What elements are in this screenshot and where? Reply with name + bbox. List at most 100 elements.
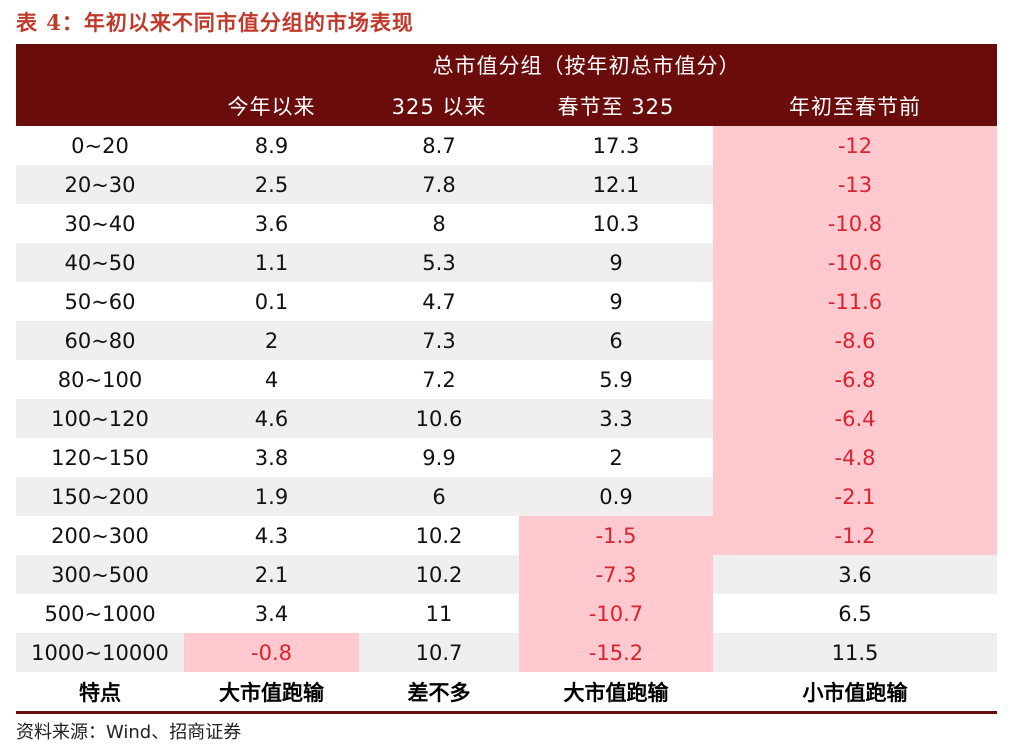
cell-group: 200~300 — [51, 523, 149, 548]
cell-spring-to-325: 2 — [609, 445, 623, 470]
cell-spring-to-325: 6 — [609, 328, 623, 353]
cell-ytd-to-spring: -12 — [713, 126, 997, 165]
cell-group: 300~500 — [51, 562, 149, 587]
table-body: 0~20 8.9 8.7 17.3 -12 20~30 2.5 7.8 12.1 -13 30~40… — [16, 126, 997, 672]
cell-ytd: 4 — [264, 367, 279, 392]
cell-ytd: 8.9 — [254, 133, 289, 158]
cell-group: 100~120 — [51, 406, 149, 431]
cell-since-325: 10.6 — [415, 406, 463, 431]
cell-since-325: 7.8 — [422, 172, 456, 197]
column-headers: 今年以来 325 以来 春节至 325 年初至春节前 — [16, 86, 997, 126]
cell-group: 0~20 — [71, 133, 129, 158]
cell-group: 150~200 — [51, 484, 149, 509]
cell-ytd: 0.1 — [254, 289, 289, 314]
cell-spring-to-325: -1.5 — [519, 516, 713, 555]
table-row: 120~150 3.8 9.9 2 -4.8 — [16, 438, 997, 477]
table-footer: 特点 大市值跑输 差不多 大市值跑输 小市值跑输 — [16, 672, 997, 714]
footer-ytd-to-spring: 小市值跑输 — [802, 680, 908, 705]
cell-since-325: 11 — [425, 601, 453, 626]
column-header-group — [16, 86, 184, 126]
cell-ytd-to-spring: -8.6 — [713, 321, 997, 360]
cell-group: 500~1000 — [44, 601, 156, 626]
cell-ytd-to-spring: -11.6 — [713, 282, 997, 321]
table-row: 300~500 2.1 10.2 -7.3 3.6 — [16, 555, 997, 594]
cell-ytd: 2.1 — [254, 562, 289, 587]
cell-ytd: 3.8 — [254, 445, 289, 470]
cell-since-325: 10.2 — [415, 562, 463, 587]
cell-ytd-to-spring: -1.2 — [713, 516, 997, 555]
cell-ytd-to-spring: -2.1 — [713, 477, 997, 516]
footer-spring-to-325: 大市值跑输 — [563, 680, 669, 705]
column-header-ytd: 今年以来 — [227, 95, 316, 119]
cell-group: 60~80 — [64, 328, 136, 353]
cell-since-325: 7.3 — [422, 328, 456, 353]
cell-ytd-to-spring: -10.8 — [713, 204, 997, 243]
cell-since-325: 9.9 — [422, 445, 456, 470]
cell-since-325: 8.7 — [422, 133, 456, 158]
source-note: 资料来源：Wind、招商证券 — [16, 722, 242, 743]
table-row: 40~50 1.1 5.3 9 -10.6 — [16, 243, 997, 282]
cell-ytd-to-spring: 6.5 — [838, 601, 872, 626]
cell-since-325: 6 — [432, 484, 446, 509]
cell-group: 120~150 — [51, 445, 149, 470]
table-row: 150~200 1.9 6 0.9 -2.1 — [16, 477, 997, 516]
cell-ytd: 2 — [264, 328, 279, 353]
column-header-ytd-to-spring: 年初至春节前 — [789, 95, 921, 119]
footer-since-325: 差不多 — [407, 680, 471, 705]
cell-group: 1000~10000 — [31, 640, 169, 665]
table-row: 50~60 0.1 4.7 9 -11.6 — [16, 282, 997, 321]
cell-spring-to-325: 0.9 — [599, 484, 633, 509]
cell-ytd-to-spring: -10.6 — [713, 243, 997, 282]
cell-spring-to-325: 10.3 — [592, 211, 640, 236]
cell-since-325: 5.3 — [422, 250, 456, 275]
group-header: 总市值分组（按年初总市值分） — [432, 54, 741, 78]
cell-ytd-to-spring: 3.6 — [838, 562, 872, 587]
cell-spring-to-325: 5.9 — [599, 367, 633, 392]
table-row: 20~30 2.5 7.8 12.1 -13 — [16, 165, 997, 204]
cell-ytd: 3.4 — [254, 601, 289, 626]
cell-since-325: 4.7 — [422, 289, 456, 314]
table-row: 60~80 2 7.3 6 -8.6 — [16, 321, 997, 360]
cell-since-325: 10.7 — [415, 640, 463, 665]
cell-ytd: 4.3 — [254, 523, 289, 548]
cell-group: 30~40 — [64, 211, 136, 236]
cell-group: 50~60 — [64, 289, 136, 314]
table-row: 200~300 4.3 10.2 -1.5 -1.2 — [16, 516, 997, 555]
cell-ytd: 1.1 — [254, 250, 289, 275]
cell-ytd: 4.6 — [254, 406, 289, 431]
cell-ytd-to-spring: -6.4 — [713, 399, 997, 438]
table-row: 100~120 4.6 10.6 3.3 -6.4 — [16, 399, 997, 438]
cell-ytd: -0.8 — [184, 633, 359, 672]
cell-ytd: 2.5 — [254, 172, 289, 197]
column-header-spring-to-325: 春节至 325 — [557, 95, 675, 119]
column-header-since-325: 325 以来 — [391, 95, 487, 119]
table-row: 30~40 3.6 8 10.3 -10.8 — [16, 204, 997, 243]
cell-ytd-to-spring: -4.8 — [713, 438, 997, 477]
cell-spring-to-325: -7.3 — [519, 555, 713, 594]
table-title: 表 4：年初以来不同市值分组的市场表现 — [16, 10, 414, 35]
cell-spring-to-325: 12.1 — [592, 172, 640, 197]
cell-spring-to-325: -10.7 — [519, 594, 713, 633]
table-row: 80~100 4 7.2 5.9 -6.8 — [16, 360, 997, 399]
cell-since-325: 10.2 — [415, 523, 463, 548]
cell-ytd-to-spring: 11.5 — [831, 640, 879, 665]
cell-spring-to-325: 3.3 — [599, 406, 633, 431]
cell-since-325: 7.2 — [422, 367, 456, 392]
cell-spring-to-325: -15.2 — [519, 633, 713, 672]
cell-group: 20~30 — [64, 172, 136, 197]
footer-label: 特点 — [79, 680, 121, 705]
table-row: 500~1000 3.4 11 -10.7 6.5 — [16, 594, 997, 633]
cell-spring-to-325: 17.3 — [592, 133, 640, 158]
cell-group: 80~100 — [57, 367, 143, 392]
cell-ytd-to-spring: -6.8 — [713, 360, 997, 399]
cell-spring-to-325: 9 — [609, 250, 623, 275]
cell-ytd-to-spring: -13 — [713, 165, 997, 204]
table-header: 总市值分组（按年初总市值分） 今年以来 325 以来 春节至 325 年初至春节… — [16, 44, 997, 126]
cell-ytd: 1.9 — [254, 484, 289, 509]
cell-since-325: 8 — [432, 211, 446, 236]
cell-group: 40~50 — [64, 250, 136, 275]
cell-ytd: 3.6 — [254, 211, 289, 236]
table-row: 1000~10000 -0.8 10.7 -15.2 11.5 — [16, 633, 997, 672]
footer-ytd: 大市值跑输 — [219, 680, 324, 705]
cell-spring-to-325: 9 — [609, 289, 623, 314]
